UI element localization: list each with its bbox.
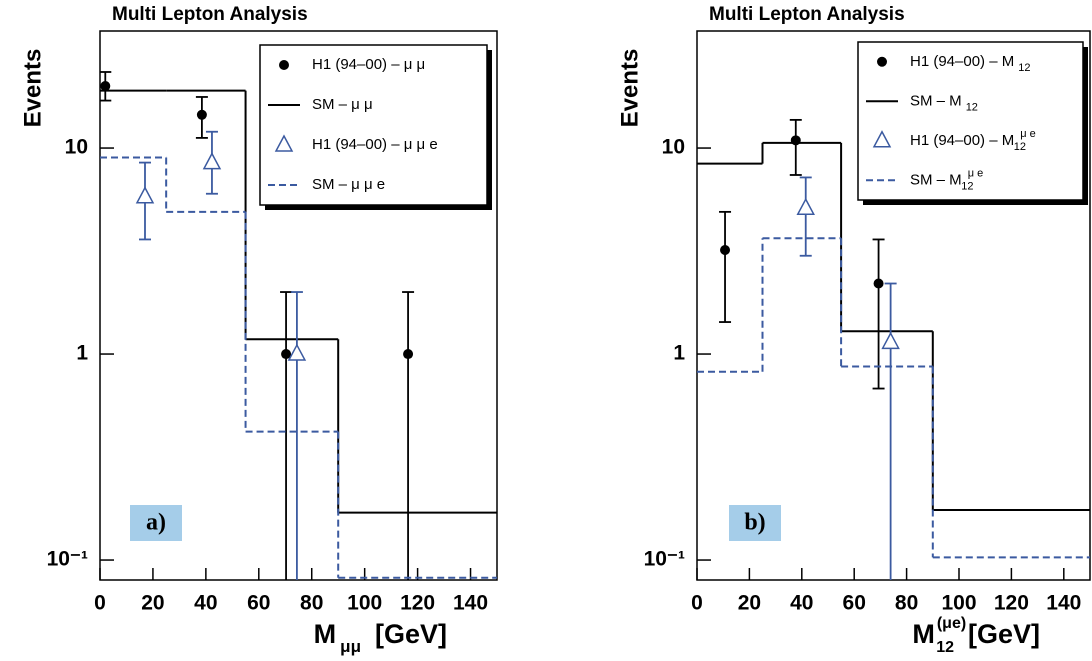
- legend-name: SM – μ μ: [312, 96, 373, 113]
- data-point: [287, 343, 307, 361]
- y-tick-label: 10: [65, 136, 88, 159]
- panel-badge: [729, 505, 781, 541]
- x-label-sub: μμ: [340, 637, 361, 656]
- data-point: [881, 331, 900, 350]
- data-point: [877, 56, 887, 67]
- x-tick-label: 80: [895, 592, 918, 615]
- legend-name: H1 (94–00) – M: [910, 132, 1014, 149]
- data-area: [100, 71, 497, 580]
- x-tick-label: 80: [300, 592, 323, 615]
- data-point: [279, 60, 289, 70]
- x-label-main: M: [314, 619, 337, 649]
- x-axis-label: M (μe) 12 [GeV]: [912, 615, 1040, 656]
- panel-label: b): [744, 510, 765, 536]
- legend-label: SM – μ μ e: [312, 176, 385, 193]
- y-tick-label: 1: [673, 342, 685, 365]
- x-label-unit: [GeV]: [968, 619, 1040, 649]
- plot-frame: [696, 30, 1091, 581]
- legend-label: H1 (94–00) – μ μ e: [312, 136, 438, 153]
- x-tick-label: 60: [843, 592, 866, 615]
- y-axis-label: Events: [616, 49, 643, 128]
- data-point: [873, 278, 884, 289]
- x-label-sub: 12: [936, 639, 954, 656]
- legend-name: H1 (94–00) – M: [910, 53, 1014, 70]
- panel-label: a): [146, 510, 166, 536]
- legend-sub: 12: [1018, 62, 1030, 74]
- x-tick-label: 0: [691, 592, 703, 615]
- legend-name: SM – M: [910, 92, 962, 109]
- legend-label: SM – μ μ: [312, 96, 373, 113]
- legend-name: SM – M: [910, 171, 962, 188]
- legend-name: H1 (94–00) – μ μ: [312, 56, 425, 73]
- legend-name: H1 (94–00) – μ μ e: [312, 136, 438, 153]
- legend-box: [857, 41, 1084, 201]
- x-tick-label: 140: [1046, 592, 1081, 615]
- x-tick-label: 20: [141, 592, 164, 615]
- legend-label: H1 (94–00) – M 12: [910, 53, 1030, 74]
- x-tick-label: 140: [453, 592, 488, 615]
- legend-label: SM – M 12: [910, 92, 978, 113]
- x-tick-label: 100: [347, 592, 382, 615]
- legend-name: SM – μ μ e: [312, 176, 385, 193]
- chart-title: Multi Lepton Analysis: [112, 4, 308, 25]
- panel-badge: [130, 505, 182, 541]
- x-label-sup: (μe): [937, 615, 966, 632]
- data-point: [274, 134, 294, 152]
- legend-sub: 12: [961, 180, 973, 192]
- data-point: [403, 349, 414, 360]
- x-tick-label: 120: [400, 592, 435, 615]
- y-axis-label: Events: [19, 49, 46, 128]
- panel: Multi Lepton Analysis Events M μμ [GeV] 0 20 40…: [19, 4, 498, 656]
- legend-sup: μ e: [968, 167, 984, 179]
- legend-sub: 12: [966, 101, 978, 113]
- x-tick-label: 100: [941, 592, 976, 615]
- data-point: [202, 151, 222, 170]
- legend-sup: μ e: [1020, 128, 1036, 140]
- legend-label: H1 (94–00) – M μ e 12: [910, 128, 1036, 153]
- x-tick-label: 0: [94, 592, 106, 615]
- legend-label: H1 (94–00) – μ μ: [312, 56, 425, 73]
- y-tick-label: 10⁻¹: [644, 548, 685, 571]
- data-point: [796, 197, 815, 216]
- data-point: [281, 349, 292, 360]
- x-label-unit: [GeV]: [375, 619, 447, 649]
- x-tick-label: 40: [194, 592, 217, 615]
- x-tick-label: 20: [738, 592, 761, 615]
- x-tick-label: 60: [247, 592, 270, 615]
- data-point: [790, 135, 801, 146]
- legend-label: SM – M μ e 12: [910, 167, 983, 192]
- x-label-main: M: [912, 619, 935, 649]
- plot-frame: [99, 30, 498, 581]
- x-tick-label: 120: [994, 592, 1029, 615]
- data-point: [100, 81, 111, 92]
- y-tick-label: 1: [76, 342, 88, 365]
- data-point: [196, 109, 207, 120]
- legend-box: [259, 44, 488, 206]
- data-point: [720, 244, 731, 255]
- data-point: [872, 130, 892, 148]
- x-tick-label: 40: [790, 592, 813, 615]
- chart-title: Multi Lepton Analysis: [709, 4, 905, 25]
- legend-sub: 12: [1014, 141, 1026, 153]
- data-area: [697, 118, 1090, 580]
- y-tick-label: 10: [662, 136, 685, 159]
- data-point: [135, 186, 155, 204]
- y-tick-label: 10⁻¹: [47, 548, 88, 571]
- panel: Multi Lepton Analysis Events M (μe) 12 [GeV] 0…: [616, 4, 1091, 656]
